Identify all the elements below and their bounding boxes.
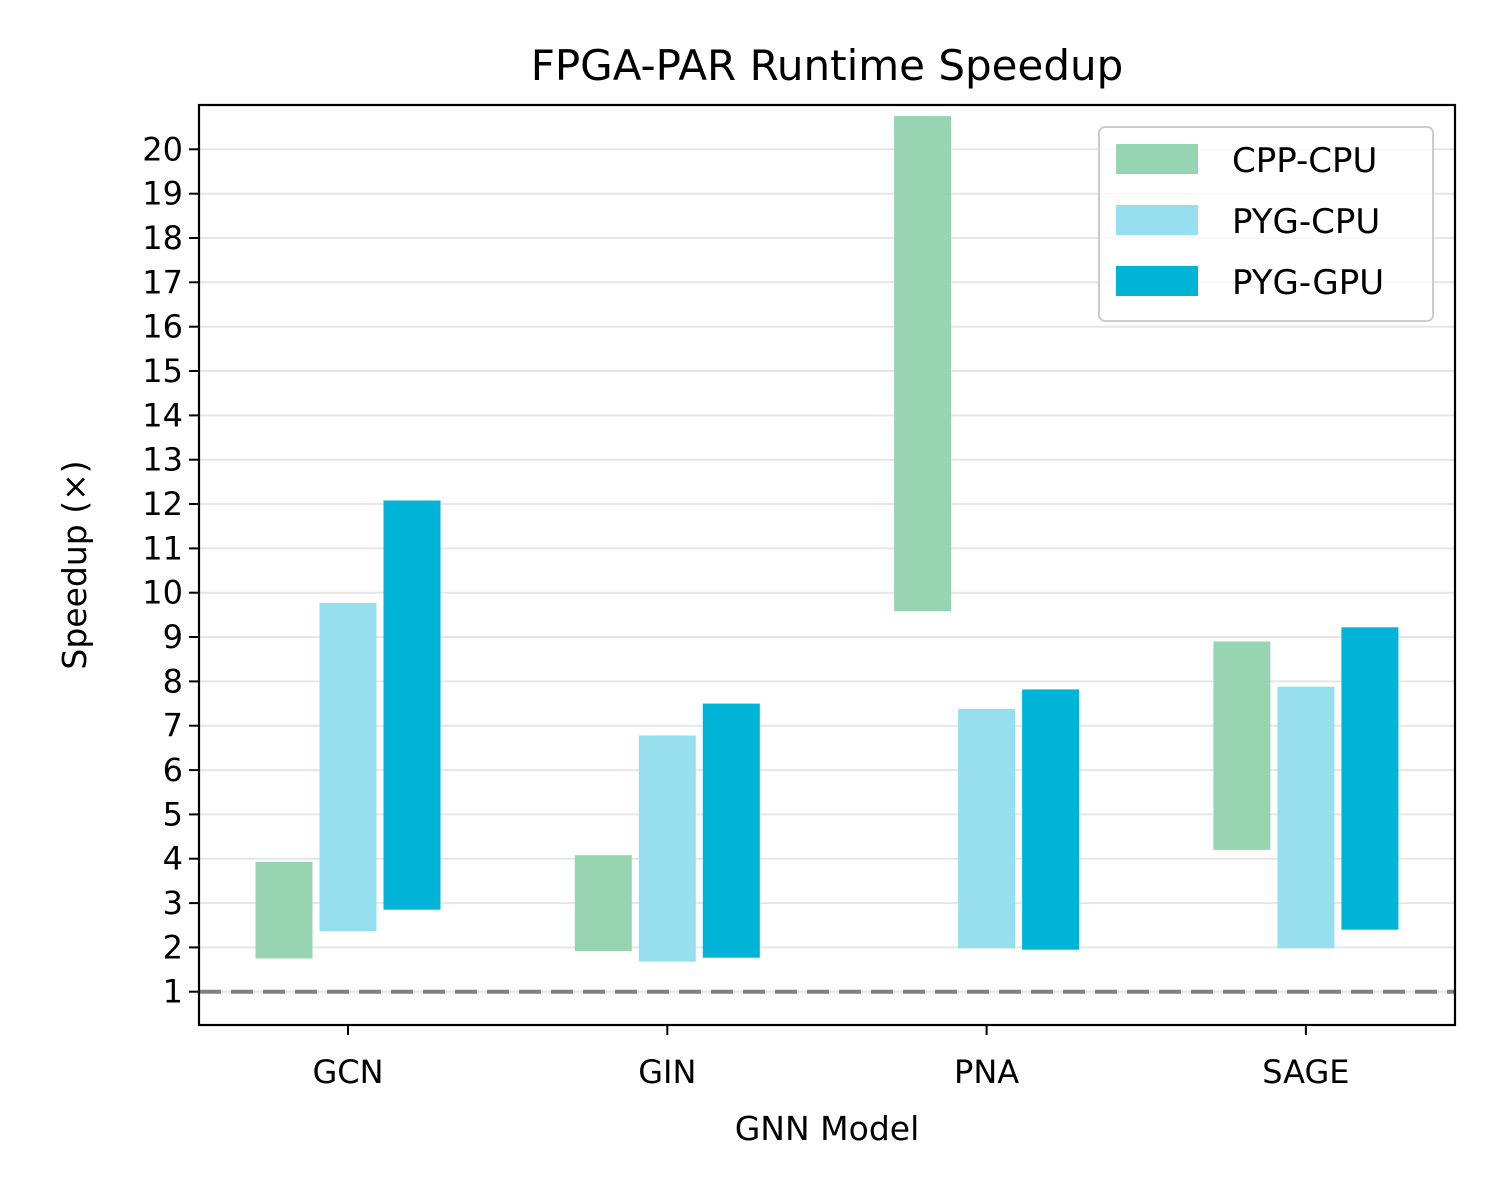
y-tick-label: 5 — [163, 795, 183, 833]
x-tick-label: SAGE — [1262, 1053, 1349, 1091]
legend-swatch-cpp-cpu — [1116, 144, 1198, 174]
chart-title: FPGA-PAR Runtime Speedup — [531, 41, 1124, 90]
bar-pyg-cpu-sage — [1277, 686, 1335, 949]
y-tick-label: 9 — [163, 618, 183, 656]
bar-pyg-gpu-gin — [702, 703, 760, 958]
x-axis-label: GNN Model — [735, 1109, 920, 1148]
y-tick-label: 20 — [142, 130, 183, 168]
bars — [255, 116, 1399, 962]
plot-frame — [197, 103, 1457, 1027]
y-tick-label: 13 — [142, 441, 183, 479]
legend-label-pyg-cpu: PYG-CPU — [1232, 202, 1380, 242]
x-axis-ticks: GCN GIN PNA SAGE — [312, 1025, 1350, 1091]
bar-pyg-cpu-gcn — [319, 602, 377, 931]
y-tick-label: 2 — [163, 928, 183, 966]
y-tick-label: 16 — [142, 308, 183, 346]
bar-pyg-gpu-gcn — [383, 500, 441, 910]
y-tick-label: 14 — [142, 396, 183, 434]
bar-cpp-cpu-gin — [574, 855, 632, 951]
y-tick-label: 3 — [163, 884, 183, 922]
y-tick-label: 8 — [163, 662, 183, 700]
y-tick-label: 4 — [163, 840, 183, 878]
y-tick-label: 7 — [163, 707, 183, 745]
bar-cpp-cpu-sage — [1213, 641, 1271, 850]
y-tick-label: 6 — [163, 751, 183, 789]
legend-swatch-pyg-gpu — [1116, 266, 1198, 296]
y-tick-label: 11 — [142, 529, 183, 567]
bar-pyg-gpu-sage — [1341, 627, 1399, 930]
y-tick-label: 10 — [142, 574, 183, 612]
x-tick-label: GIN — [638, 1053, 696, 1091]
legend-label-cpp-cpu: CPP-CPU — [1232, 141, 1377, 181]
x-tick-label: GCN — [312, 1053, 383, 1091]
y-tick-label: 19 — [142, 175, 183, 213]
bar-pyg-cpu-gin — [638, 735, 696, 962]
bar-cpp-cpu-gcn — [255, 861, 313, 959]
y-tick-label: 17 — [142, 263, 183, 301]
y-axis-label: Speedup (×) — [55, 460, 94, 669]
y-tick-label: 1 — [163, 973, 183, 1011]
bar-pyg-gpu-pna — [1022, 689, 1080, 950]
y-tick-label: 18 — [142, 219, 183, 257]
y-tick-label: 15 — [142, 352, 183, 390]
bar-cpp-cpu-pna — [894, 116, 952, 612]
y-tick-label: 12 — [142, 485, 183, 523]
legend-label-pyg-gpu: PYG-GPU — [1232, 263, 1384, 303]
legend-swatch-pyg-cpu — [1116, 205, 1198, 235]
legend: CPP-CPU PYG-CPU PYG-GPU — [1098, 126, 1434, 322]
bar-pyg-cpu-pna — [958, 708, 1016, 949]
x-tick-label: PNA — [954, 1053, 1019, 1091]
